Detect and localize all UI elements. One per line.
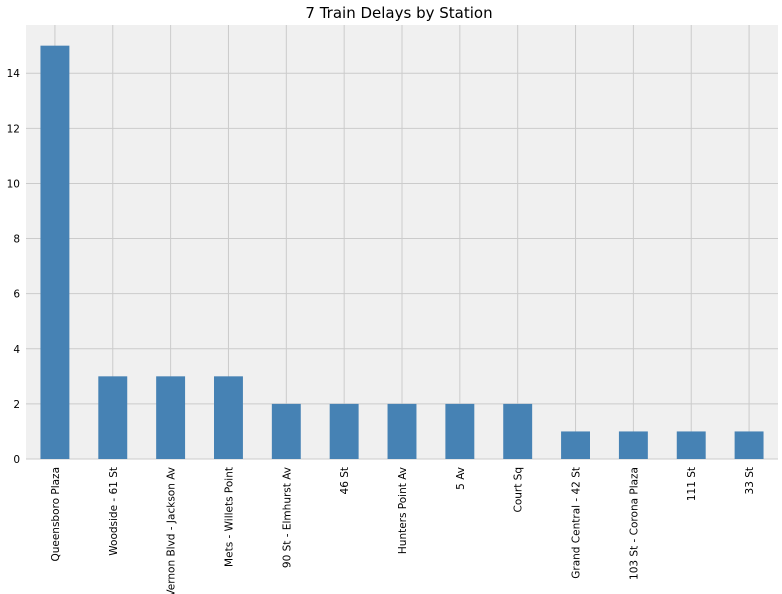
bar: [561, 431, 590, 459]
bars: [40, 45, 764, 460]
x-tick-label: 103 St - Corona Plaza: [628, 467, 640, 580]
x-tick-label: 90 St - Elmhurst Av: [281, 467, 293, 568]
x-tick-label: Court Sq: [513, 467, 525, 513]
y-tick-label: 4: [13, 344, 20, 356]
bar: [329, 403, 359, 459]
y-tick-label: 10: [7, 178, 20, 190]
x-tick-label: 33 St: [744, 467, 756, 494]
x-tick-label: Vernon Blvd - Jackson Av: [166, 467, 178, 594]
y-tick-label: 0: [13, 454, 20, 466]
bar: [387, 403, 417, 459]
bar: [734, 431, 764, 459]
y-tick-label: 14: [7, 68, 21, 80]
y-tick-label: 6: [13, 289, 20, 301]
x-tick-label: Grand Central - 42 St: [571, 467, 583, 579]
x-tick-label: Queensboro Plaza: [50, 467, 62, 562]
x-tick-label: 111 St: [686, 467, 698, 501]
bar: [676, 431, 706, 459]
x-tick-label: Mets - Willets Point: [223, 467, 235, 567]
bar: [445, 403, 475, 459]
y-tick-label: 2: [13, 399, 20, 411]
bar: [214, 376, 243, 459]
y-tick-labels: 0 2 4 6 8 10 12 14: [7, 68, 21, 466]
x-tick-label: 5 Av: [455, 467, 467, 490]
bar: [40, 45, 70, 460]
y-tick-label: 8: [13, 234, 20, 246]
bar: [503, 403, 533, 459]
y-tick-label: 12: [7, 123, 20, 135]
x-tick-labels: Queensboro Plaza Woodside - 61 St Vernon B…: [50, 467, 756, 594]
bar: [98, 376, 128, 459]
bar: [618, 431, 648, 459]
x-tick-label: Hunters Point Av: [397, 467, 409, 554]
x-tick-label: 46 St: [339, 467, 351, 494]
x-tick-label: Woodside - 61 St: [108, 467, 120, 556]
bar: [156, 376, 186, 459]
bar: [271, 403, 301, 459]
chart-title: 7 Train Delays by Station: [305, 4, 492, 22]
